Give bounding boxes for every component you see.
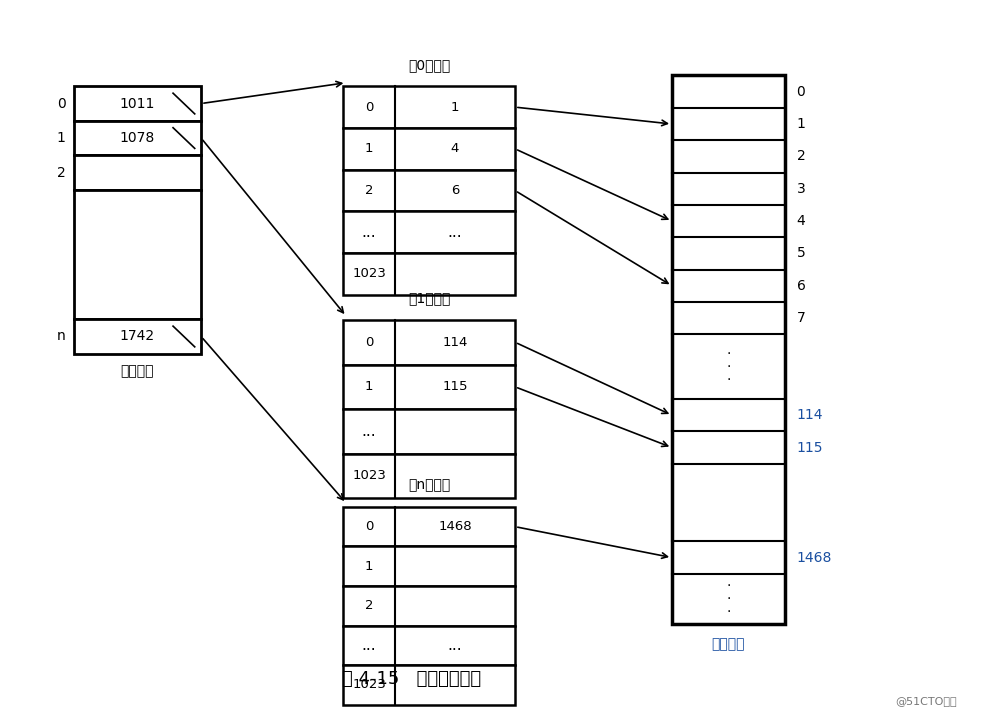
Text: 115: 115 xyxy=(797,441,823,454)
Bar xyxy=(74,155,201,190)
Text: 1023: 1023 xyxy=(352,267,387,280)
Text: ...: ... xyxy=(447,638,462,653)
Text: 5: 5 xyxy=(797,247,805,260)
Text: 2: 2 xyxy=(57,165,66,180)
Text: 0: 0 xyxy=(57,96,66,111)
Text: 1: 1 xyxy=(450,101,459,114)
Text: ...: ... xyxy=(362,424,377,439)
Text: ·
·
·: · · · xyxy=(726,579,731,619)
Text: 1468: 1468 xyxy=(797,551,832,564)
Bar xyxy=(343,409,515,454)
Text: 2: 2 xyxy=(365,184,374,197)
Text: 4: 4 xyxy=(450,142,459,155)
Text: 1023: 1023 xyxy=(352,470,387,482)
Bar xyxy=(343,665,515,705)
Text: 1078: 1078 xyxy=(120,131,155,145)
Text: @51CTO博客: @51CTO博客 xyxy=(895,696,956,706)
Bar xyxy=(672,75,785,624)
Bar xyxy=(343,86,515,128)
Bar xyxy=(343,128,515,170)
Text: 2: 2 xyxy=(797,150,805,163)
Text: 4: 4 xyxy=(797,214,805,228)
Text: n: n xyxy=(57,329,66,344)
Text: 第0页页表: 第0页页表 xyxy=(408,58,450,72)
Text: 6: 6 xyxy=(450,184,459,197)
Bar xyxy=(343,546,515,586)
Text: 3: 3 xyxy=(797,182,805,196)
Text: 1: 1 xyxy=(365,380,374,393)
Text: 1: 1 xyxy=(57,131,66,145)
Text: 第n页页表: 第n页页表 xyxy=(408,479,450,493)
Bar xyxy=(343,626,515,665)
Bar xyxy=(343,365,515,409)
Text: 7: 7 xyxy=(797,311,805,325)
Text: 1742: 1742 xyxy=(120,329,155,344)
Bar xyxy=(343,507,515,546)
Text: ...: ... xyxy=(447,225,462,239)
Text: ...: ... xyxy=(362,225,377,239)
Bar xyxy=(343,454,515,498)
Text: ·
·
·: · · · xyxy=(726,347,731,387)
Text: 第1页页表: 第1页页表 xyxy=(408,292,450,306)
Text: 115: 115 xyxy=(442,380,468,393)
Text: 0: 0 xyxy=(365,101,374,114)
Bar xyxy=(343,170,515,211)
Bar xyxy=(343,253,515,295)
Text: 1: 1 xyxy=(797,117,805,131)
Text: 0: 0 xyxy=(797,85,805,99)
Text: 图 4-15   两级页表结构: 图 4-15 两级页表结构 xyxy=(342,670,482,689)
Bar xyxy=(74,319,201,354)
Text: 1: 1 xyxy=(365,142,374,155)
Text: 1: 1 xyxy=(365,559,374,573)
Bar xyxy=(343,211,515,253)
Bar xyxy=(343,586,515,626)
Text: 114: 114 xyxy=(797,408,823,422)
Text: 6: 6 xyxy=(797,279,805,293)
Text: 1011: 1011 xyxy=(120,96,155,111)
Text: ...: ... xyxy=(362,638,377,653)
Text: 114: 114 xyxy=(442,336,468,349)
Text: 内存空间: 内存空间 xyxy=(711,637,746,651)
Bar xyxy=(74,190,201,319)
Text: 0: 0 xyxy=(365,520,374,533)
Text: 外部页表: 外部页表 xyxy=(121,365,154,378)
Bar xyxy=(343,320,515,365)
Text: 1023: 1023 xyxy=(352,678,387,692)
Text: 2: 2 xyxy=(365,599,374,613)
Text: 1468: 1468 xyxy=(439,520,472,533)
Bar xyxy=(74,121,201,155)
Bar xyxy=(74,86,201,121)
Text: 0: 0 xyxy=(365,336,374,349)
